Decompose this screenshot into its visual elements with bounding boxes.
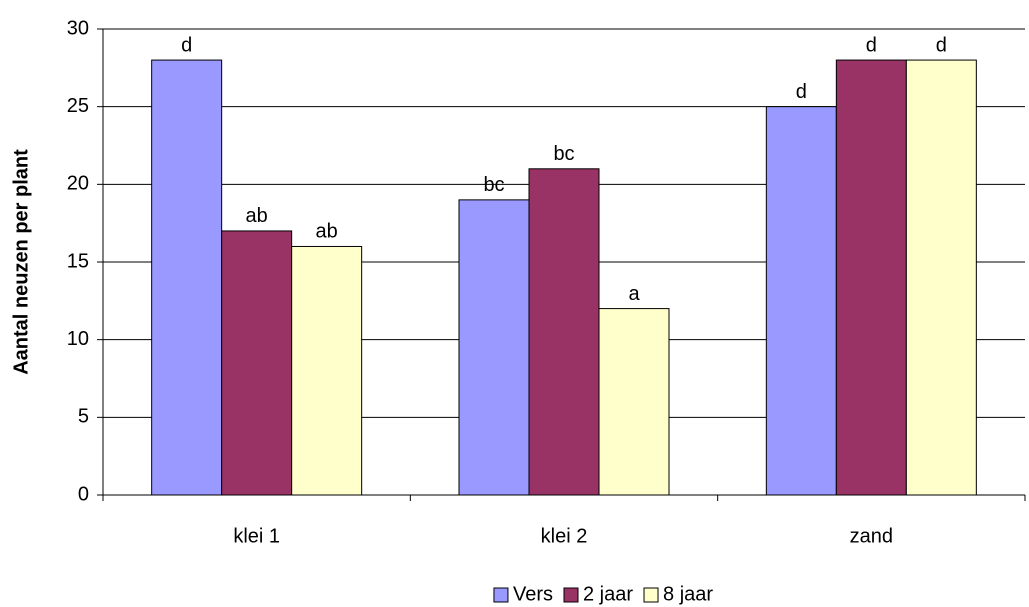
annotation: d bbox=[796, 81, 807, 103]
bar bbox=[835, 59, 907, 496]
legend-swatch bbox=[563, 587, 579, 603]
y-tick-label: 10 bbox=[67, 328, 89, 350]
annotation: d bbox=[866, 34, 877, 56]
legend-swatch bbox=[643, 587, 659, 603]
legend-label: 8 jaar bbox=[663, 583, 713, 605]
annotation: d bbox=[936, 34, 947, 56]
annotation: bc bbox=[553, 143, 574, 165]
y-axis-label: Aantal neuzen per plant bbox=[10, 149, 32, 375]
annotation: a bbox=[628, 283, 640, 305]
y-tick-label: 15 bbox=[67, 250, 89, 272]
bar bbox=[221, 230, 293, 496]
legend-label: 2 jaar bbox=[583, 583, 633, 605]
y-tick-label: 25 bbox=[67, 95, 89, 117]
bar bbox=[528, 168, 600, 496]
bar bbox=[291, 245, 363, 496]
annotation: ab bbox=[246, 205, 268, 227]
annotation: ab bbox=[316, 221, 338, 243]
legend-label: Vers bbox=[513, 583, 553, 605]
y-tick-label: 20 bbox=[67, 173, 89, 195]
y-tick-label: 0 bbox=[78, 483, 89, 505]
legend-swatch bbox=[493, 587, 509, 603]
bar bbox=[458, 199, 530, 496]
bar bbox=[905, 59, 977, 496]
x-tick-label: klei 2 bbox=[541, 525, 588, 547]
y-tick-label: 30 bbox=[67, 17, 89, 39]
bar bbox=[598, 308, 670, 496]
annotation: bc bbox=[483, 174, 504, 196]
y-tick-label: 5 bbox=[78, 406, 89, 428]
x-tick-label: klei 1 bbox=[233, 525, 280, 547]
x-tick-label: zand bbox=[850, 525, 893, 547]
bar bbox=[151, 59, 223, 496]
bar bbox=[765, 106, 837, 496]
annotation: d bbox=[181, 34, 192, 56]
